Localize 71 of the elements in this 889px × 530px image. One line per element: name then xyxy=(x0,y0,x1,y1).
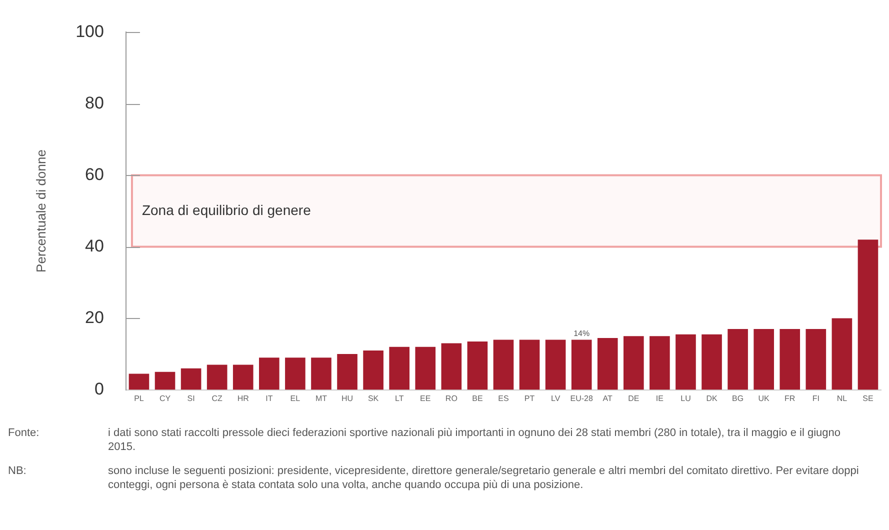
data-label: 14% xyxy=(574,328,590,338)
source-note: Fonte: xyxy=(8,426,40,441)
x-tick-label: SE xyxy=(862,394,874,403)
x-tick-label: EE xyxy=(420,394,431,403)
x-tick-label: EU-28 xyxy=(570,394,594,403)
x-tick-label: SI xyxy=(187,394,195,403)
x-tick-label: HR xyxy=(237,394,250,403)
y-tick-label: 80 xyxy=(85,93,104,112)
x-tick-label: PT xyxy=(524,394,535,403)
x-tick-label: NL xyxy=(836,394,848,403)
bar xyxy=(232,364,254,390)
bar xyxy=(493,340,514,390)
x-tick-label: LV xyxy=(550,394,561,403)
y-tick-label: 60 xyxy=(85,164,104,184)
x-tick-label: DK xyxy=(706,394,718,403)
bar xyxy=(415,346,436,390)
x-tick-label: LT xyxy=(394,394,404,403)
bar xyxy=(467,342,488,390)
bar xyxy=(128,374,150,390)
x-tick-label: SK xyxy=(368,394,380,403)
bar xyxy=(180,368,202,390)
bar xyxy=(597,338,618,390)
x-tick-label: IE xyxy=(656,394,664,403)
text: sono incluse le seguenti posizioni: presidente, vicepresidente, direttore generale/segretario generale e altri membri del comitato direttivo. Per evitare doppi conteggi, ogni persona è stata contata solo una volta, anche quando occupa più di una posizione. xyxy=(108,464,860,492)
bar xyxy=(363,350,384,390)
bar xyxy=(858,240,878,390)
bar xyxy=(259,358,280,390)
y-tick-label: 100 xyxy=(76,22,104,41)
x-tick-label: FR xyxy=(784,394,796,403)
band-label: Zona di equilibrio di genere xyxy=(142,202,312,218)
x-tick-label: BG xyxy=(732,394,744,403)
y-tick-label: 40 xyxy=(85,236,104,256)
x-tick-label: BE xyxy=(472,394,483,403)
bar xyxy=(728,329,748,390)
x-tick-label: AT xyxy=(602,394,613,403)
x-tick-label: DE xyxy=(628,394,640,403)
bar xyxy=(285,358,306,390)
bar xyxy=(754,329,774,390)
x-tick-label: HU xyxy=(341,394,354,403)
x-tick-label: EL xyxy=(290,394,301,403)
y-tick-label: 0 xyxy=(94,379,104,398)
x-tick-label: UK xyxy=(758,394,770,403)
bar xyxy=(571,340,592,390)
bar xyxy=(624,336,644,390)
bar xyxy=(441,343,462,390)
x-tick-label: PL xyxy=(134,394,144,403)
bar xyxy=(519,340,540,390)
x-tick-label: MT xyxy=(315,394,328,403)
bar xyxy=(154,372,176,390)
bar xyxy=(650,336,670,390)
text: i dati sono stati raccolti pressole dieci federazioni sportive nazionali più importanti in ognuno dei 28 stati membri (280 in totale), tra il maggio e il giugno 2015. xyxy=(108,426,842,454)
x-tick-label: FI xyxy=(812,394,820,403)
y-tick-label: 20 xyxy=(85,308,104,327)
bar xyxy=(676,334,696,390)
bar xyxy=(832,318,852,390)
x-tick-label: IT xyxy=(266,394,273,403)
bar xyxy=(337,354,358,390)
bar xyxy=(780,329,800,390)
bar xyxy=(389,346,410,390)
x-tick-label: ES xyxy=(498,394,509,403)
bar xyxy=(311,358,332,390)
bar xyxy=(545,340,566,390)
bar xyxy=(206,364,228,390)
y-axis-title: Percentuale di donne xyxy=(33,150,48,272)
x-tick-label: CZ xyxy=(212,394,223,403)
x-tick-label: RO xyxy=(445,394,458,403)
bar xyxy=(702,334,722,390)
bar xyxy=(806,329,826,390)
text: NB: xyxy=(8,464,28,479)
x-tick-label: CY xyxy=(159,394,172,403)
x-tick-label: LU xyxy=(680,394,692,403)
